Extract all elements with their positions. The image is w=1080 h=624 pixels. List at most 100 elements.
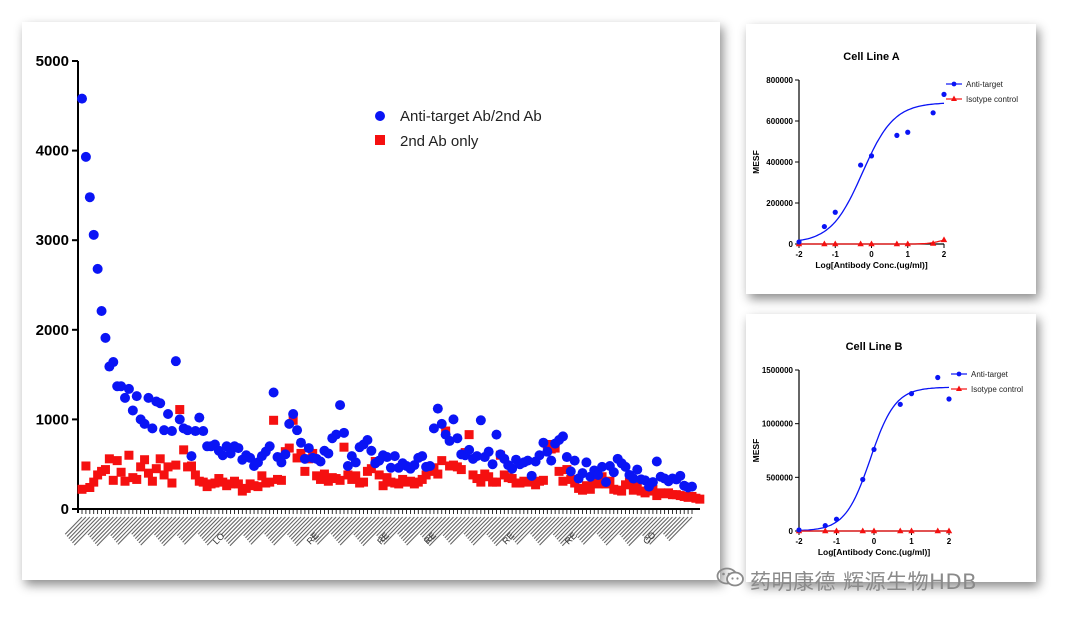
point-anti-target — [233, 443, 244, 454]
x-tick-label — [619, 516, 638, 536]
point-anti-target — [534, 450, 545, 461]
point-anti-target — [620, 461, 631, 472]
x-tick-label — [248, 516, 274, 543]
point-anti-target — [822, 523, 828, 529]
x-tick-label — [358, 516, 384, 542]
cell-line-b-panel: Cell Line B 0 500000 1000000 1500000 -2 -1 0 1 2 L… — [746, 314, 1036, 582]
chart-title: Cell Line A — [843, 51, 899, 63]
x-tick-label — [622, 516, 646, 540]
point-anti-target — [905, 129, 911, 135]
point-anti-target — [264, 441, 275, 452]
legend-label: 2nd Ab only — [400, 133, 479, 150]
point-2nd-ab-only — [175, 405, 185, 415]
x-tick-label — [605, 516, 634, 546]
x-tick-label — [112, 516, 134, 539]
point-anti-target — [295, 437, 306, 448]
x-tick-label — [490, 516, 513, 540]
x-tick-label — [94, 516, 122, 545]
point-isotype-control — [822, 527, 829, 534]
point-anti-target — [565, 466, 576, 477]
point-isotype-control — [821, 240, 828, 247]
point-anti-target — [546, 455, 557, 466]
point-anti-target — [127, 405, 138, 416]
point-2nd-ab-only — [374, 470, 384, 480]
x-tick-label — [444, 516, 466, 539]
x-tick-label — [510, 516, 533, 539]
x-tick-label — [243, 516, 263, 537]
point-anti-target — [821, 223, 827, 230]
point-anti-target — [123, 383, 134, 394]
x-tick-label — [115, 516, 142, 543]
watermark: 药明康德 辉源生物HDB — [716, 566, 977, 596]
legend-marker-2nd-ab — [375, 135, 385, 145]
point-anti-target — [323, 448, 334, 459]
y-tick-label: 1500000 — [762, 366, 794, 375]
point-2nd-ab-only — [558, 476, 568, 486]
x-tick-label — [581, 516, 607, 543]
legend-marker-isotype — [951, 95, 957, 101]
point-2nd-ab-only — [171, 460, 181, 470]
point-2nd-ab-only — [433, 469, 443, 479]
point-anti-target — [542, 446, 553, 457]
x-tick-label: 0 — [872, 537, 877, 546]
point-anti-target — [491, 429, 502, 440]
x-tick-label — [201, 516, 224, 539]
x-tick-label: 0 — [869, 250, 874, 259]
x-tick-label — [575, 516, 595, 537]
point-anti-target — [471, 451, 482, 462]
point-anti-target — [600, 477, 611, 488]
point-2nd-ab-only — [104, 454, 114, 464]
x-tick-label — [381, 516, 407, 543]
x-tick-label — [598, 516, 619, 537]
x-tick-label — [184, 516, 212, 545]
point-anti-target — [280, 449, 291, 460]
x-tick-label — [603, 516, 630, 544]
x-tick-label — [579, 516, 603, 541]
x-tick-label — [428, 516, 458, 547]
point-anti-target — [452, 433, 463, 444]
main-scatter-panel: 0 1000 2000 3000 4000 5000 LO RE RE RE RE RE CO Anti-… — [22, 22, 720, 580]
x-tick-label — [642, 516, 662, 537]
x-tick-label — [448, 516, 474, 543]
y-tick-label: 400000 — [766, 158, 793, 167]
x-tick-label — [626, 516, 654, 545]
point-anti-target — [651, 456, 662, 467]
x-tick-label — [264, 516, 282, 535]
point-anti-target — [946, 396, 952, 402]
point-2nd-ab-only — [140, 455, 150, 465]
point-anti-target — [432, 403, 443, 414]
point-anti-target — [593, 469, 604, 480]
point-anti-target — [182, 425, 193, 436]
x-tick-label — [400, 516, 423, 539]
x-tick-label — [362, 516, 392, 547]
point-2nd-ab-only — [151, 464, 161, 474]
point-2nd-ab-only — [276, 475, 286, 485]
point-2nd-ab-only — [179, 445, 189, 455]
point-2nd-ab-only — [120, 476, 130, 486]
point-isotype-control — [893, 240, 901, 247]
x-tick-label — [245, 516, 267, 539]
legend-marker-anti-target — [956, 371, 962, 377]
y-tick-label: 1000 — [36, 411, 69, 428]
point-2nd-ab-only — [538, 475, 548, 485]
x-tick-label — [176, 516, 196, 537]
x-tick-label: RE — [422, 530, 438, 546]
point-anti-target — [80, 151, 91, 162]
point-anti-target — [526, 470, 537, 481]
x-tick-label — [203, 516, 228, 542]
point-anti-target — [557, 431, 568, 442]
x-tick-label — [87, 516, 106, 536]
y-tick-label: 4000 — [36, 143, 69, 160]
x-tick-label — [561, 516, 591, 547]
point-anti-target — [268, 387, 279, 398]
x-tick-label — [398, 516, 419, 537]
point-anti-target — [483, 446, 494, 457]
x-tick-label — [92, 516, 118, 542]
point-2nd-ab-only — [464, 430, 474, 440]
x-tick-label — [266, 516, 286, 537]
point-anti-target — [350, 457, 361, 468]
anti-target-fit-curve — [798, 386, 950, 532]
legend-marker-anti-target — [375, 111, 385, 121]
x-tick-label: RE — [375, 530, 391, 546]
point-anti-target — [858, 162, 864, 168]
